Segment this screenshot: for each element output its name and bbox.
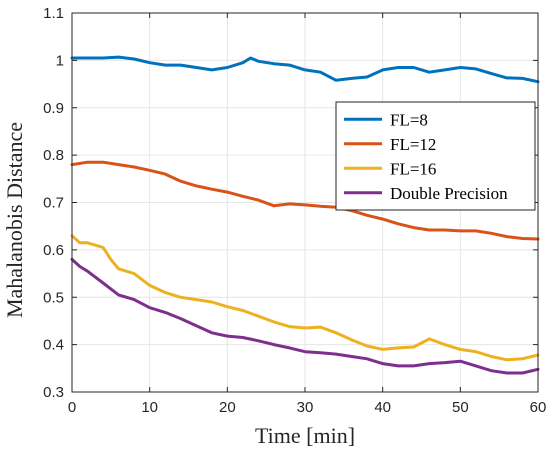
y-tick-label: 0.4 [43, 337, 64, 354]
series-line-2 [70, 160, 540, 241]
x-tick-label: 0 [68, 399, 76, 416]
x-tick-label: 10 [141, 399, 158, 416]
y-tick-label: 0.7 [43, 195, 64, 212]
series-line-4 [70, 257, 540, 375]
y-tick-label: 1 [56, 52, 64, 69]
legend: FL=8 FL=12 FL=16 Double Precision [335, 101, 536, 211]
legend-label-4: Double Precision [390, 184, 508, 203]
y-tick-label: 0.5 [43, 289, 64, 306]
x-axis-label: Time [min] [255, 423, 355, 448]
x-tick-label: 30 [297, 399, 314, 416]
x-tick-label: 50 [452, 399, 469, 416]
legend-label-3: FL=16 [390, 159, 436, 178]
y-tick-label: 0.6 [43, 242, 64, 259]
y-axis-label: Mahalanobis Distance [2, 122, 27, 318]
legend-label-2: FL=12 [390, 135, 436, 154]
legend-label-1: FL=8 [390, 110, 428, 129]
ticks-layer: 0 10 20 30 40 50 60 0.3 0.4 0.5 0.6 0.7 0.8 0.9 1 1.1 [43, 5, 546, 416]
x-tick-label: 60 [530, 399, 547, 416]
series-layer [70, 55, 540, 375]
x-tick-label: 20 [219, 399, 236, 416]
series-line-3 [70, 234, 540, 362]
y-tick-label: 0.3 [43, 384, 64, 401]
x-tick-label: 40 [374, 399, 391, 416]
series-line-1 [70, 55, 540, 84]
y-tick-label: 0.8 [43, 147, 64, 164]
y-tick-label: 1.1 [43, 5, 64, 22]
y-tick-label: 0.9 [43, 100, 64, 117]
